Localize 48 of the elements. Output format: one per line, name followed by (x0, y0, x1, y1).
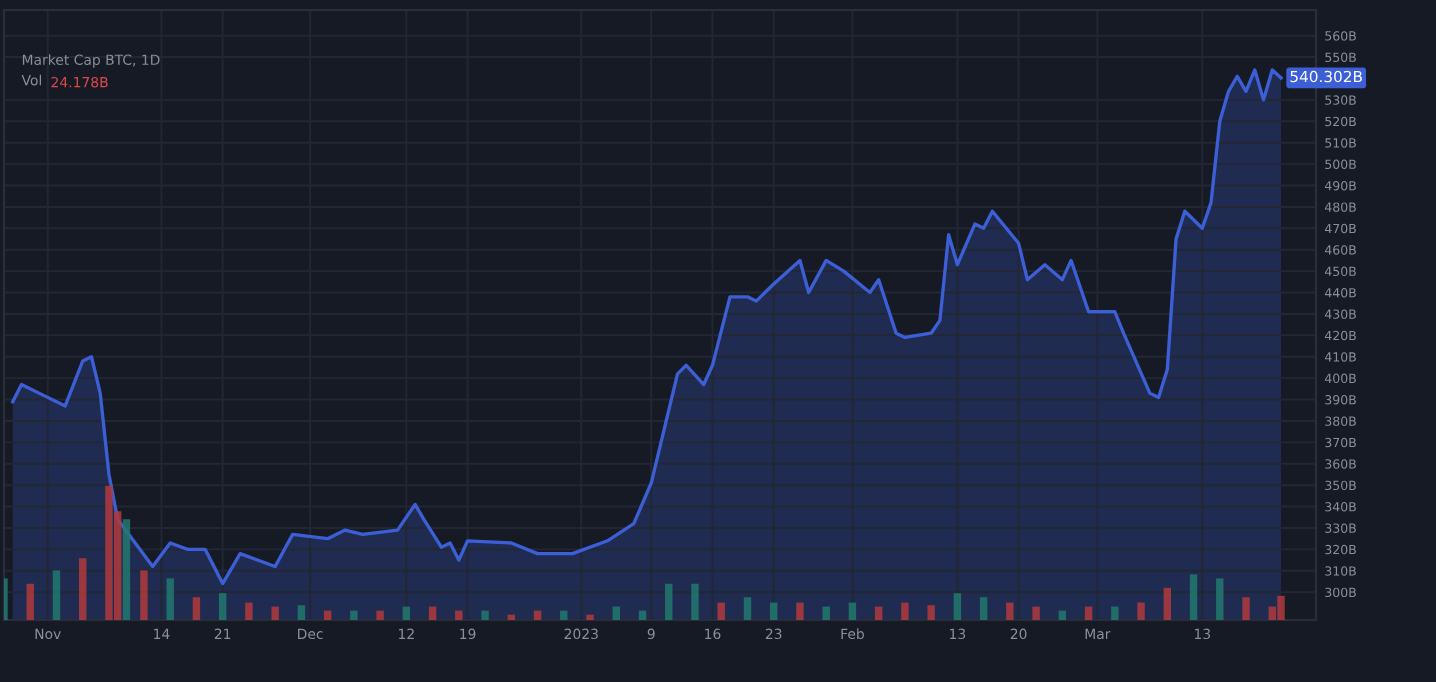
bar (691, 583, 699, 620)
bar (402, 606, 411, 620)
bar (533, 610, 542, 620)
bar (612, 606, 620, 620)
bar (901, 602, 909, 620)
bar (822, 606, 830, 620)
bar (297, 605, 306, 620)
bar (428, 606, 437, 620)
bar (455, 610, 463, 620)
bar (1277, 595, 1285, 620)
bar (376, 610, 384, 620)
bar (665, 583, 673, 620)
bar (166, 578, 174, 620)
bar (1163, 587, 1172, 620)
bar (350, 610, 358, 620)
bar (271, 606, 279, 620)
bar (1242, 597, 1250, 620)
bar (1058, 610, 1067, 620)
bar (979, 597, 988, 620)
bar (796, 602, 804, 620)
bar (1032, 606, 1040, 620)
bar (323, 610, 332, 620)
bar (927, 605, 935, 620)
bar (192, 597, 201, 620)
bar (638, 610, 647, 620)
bar (1084, 606, 1093, 620)
bar (848, 602, 857, 620)
bar (105, 485, 113, 620)
bar (52, 570, 61, 620)
bar (122, 519, 131, 620)
bar (874, 606, 883, 620)
bar (1111, 606, 1119, 620)
bar (481, 610, 489, 620)
bar (769, 602, 778, 620)
bar (586, 614, 594, 620)
bar (1137, 602, 1145, 620)
bar (953, 593, 962, 620)
bar (26, 583, 34, 620)
bar (245, 602, 253, 620)
bar (1189, 574, 1198, 620)
bar (1216, 578, 1224, 620)
bar (1006, 602, 1014, 620)
bar (79, 558, 87, 620)
bar (560, 610, 568, 620)
bar (717, 602, 725, 620)
bar (218, 593, 227, 620)
bar (140, 570, 148, 620)
bar (743, 597, 752, 620)
